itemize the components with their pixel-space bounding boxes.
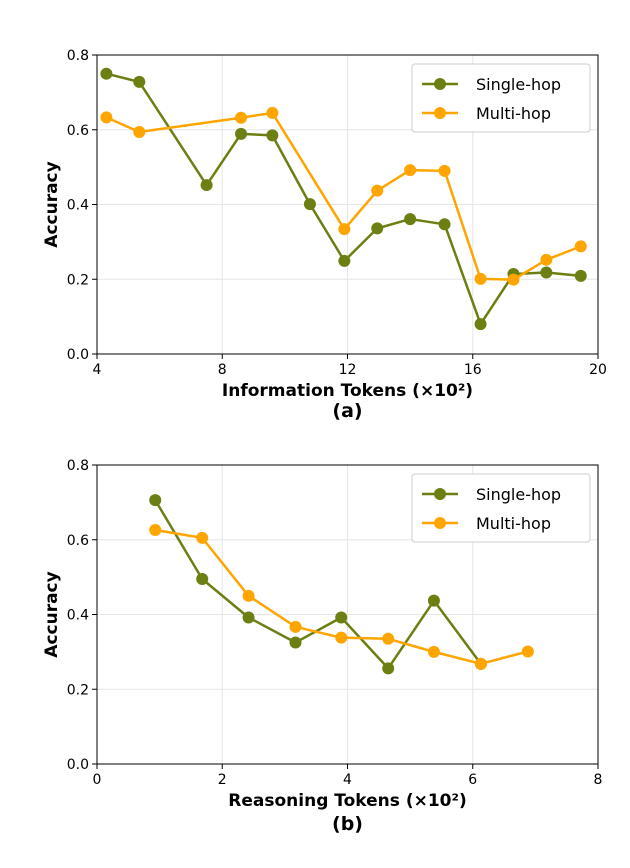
chart-a-y-axis-label: Accuracy [42, 161, 62, 247]
chart-b-point-multi-hop [242, 589, 255, 602]
chart-a-line-single-hop [106, 72, 581, 326]
chart-a-point-single-hop [404, 213, 417, 226]
chart-b-point-multi-hop [196, 531, 209, 544]
chart-a-point-single-hop [200, 179, 213, 192]
chart-a-y-tick-label: 0.4 [67, 198, 89, 214]
chart-a-x-tick-label: 12 [339, 362, 357, 378]
chart-a: 4 8 12 16 20 0.0 0.2 0.4 0.6 0.8 Information Token… [42, 48, 607, 422]
chart-a-point-single-hop [371, 222, 384, 235]
chart-b-legend-marker [434, 517, 446, 529]
chart-a-point-multi-hop [404, 164, 417, 177]
chart-b-line-single-hop [154, 499, 482, 670]
chart-b-point-single-hop [382, 662, 395, 675]
chart-b-x-axis-label: Reasoning Tokens (×10²) [228, 791, 466, 811]
chart-b-x-tick-label: 4 [343, 772, 352, 788]
chart-b-point-multi-hop [427, 645, 440, 658]
chart-a-point-multi-hop [133, 125, 146, 138]
chart-b-point-multi-hop [289, 620, 302, 633]
chart-b-y-axis-label: Accuracy [42, 571, 62, 657]
chart-b-legend-marker [434, 488, 446, 500]
chart-a-point-single-hop [303, 198, 316, 211]
chart-b-point-multi-hop [474, 657, 487, 670]
chart-a-y-tick-label: 0.0 [67, 347, 89, 363]
chart-b-x-tick-label: 2 [218, 772, 227, 788]
chart-b-point-single-hop [289, 636, 302, 649]
chart-b-point-single-hop [242, 611, 255, 624]
chart-a-point-multi-hop [574, 240, 587, 253]
chart-a-point-multi-hop [474, 272, 487, 285]
chart-a-x-axis-label: Information Tokens (×10²) [222, 381, 473, 401]
chart-a-legend-marker [434, 78, 446, 90]
chart-b-y-tick-label: 0.6 [67, 533, 89, 549]
chart-b-y-tick-label: 0.8 [67, 458, 89, 474]
chart-a-legend: Single-hop Multi-hop [411, 63, 591, 133]
chart-a-point-single-hop [100, 67, 113, 80]
chart-a-point-single-hop [574, 269, 587, 282]
chart-a-x-tick-label: 4 [93, 362, 102, 378]
chart-b: 0 2 4 6 8 0.0 0.2 0.4 0.6 0.8 Reasoning Tokens (×1… [42, 458, 602, 835]
chart-a-point-multi-hop [507, 273, 520, 286]
chart-b-y-tick-label: 0.2 [67, 682, 89, 698]
chart-a-point-multi-hop [438, 164, 451, 177]
chart-a-point-multi-hop [266, 106, 279, 119]
chart-a-point-multi-hop [235, 111, 248, 124]
chart-a-x-tick-label: 8 [218, 362, 227, 378]
chart-b-series-multi-hop [149, 524, 534, 670]
chart-b-y-tick-label: 0.0 [67, 757, 89, 773]
chart-b-caption: (b) [332, 813, 363, 835]
chart-b-legend-box [411, 473, 591, 543]
chart-b-y-tick-label: 0.4 [67, 608, 89, 624]
chart-a-point-single-hop [474, 318, 487, 331]
chart-a-y-tick-label: 0.8 [67, 48, 89, 64]
chart-b-point-single-hop [427, 594, 440, 607]
chart-a-x-tick-label: 16 [464, 362, 482, 378]
chart-b-point-multi-hop [335, 631, 348, 644]
chart-b-point-single-hop [196, 572, 209, 585]
chart-a-point-multi-hop [100, 111, 113, 124]
chart-b-x-tick-label: 0 [93, 772, 102, 788]
chart-a-y-tick-label: 0.2 [67, 272, 89, 288]
chart-b-legend-label: Multi-hop [476, 514, 551, 533]
chart-a-legend-marker [434, 107, 446, 119]
chart-a-series-multi-hop [100, 106, 587, 286]
chart-b-x-tick-label: 6 [468, 772, 477, 788]
chart-a-point-multi-hop [540, 253, 553, 266]
chart-b-point-multi-hop [149, 524, 162, 537]
chart-a-point-single-hop [235, 127, 248, 140]
chart-a-point-single-hop [540, 266, 553, 279]
chart-b-legend-label: Single-hop [476, 485, 561, 504]
chart-a-y-tick-label: 0.6 [67, 123, 89, 139]
chart-a-legend-label: Multi-hop [476, 104, 551, 123]
chart-b-legend: Single-hop Multi-hop [411, 473, 591, 543]
chart-a-legend-label: Single-hop [476, 75, 561, 94]
chart-a-line-multi-hop [105, 111, 582, 281]
chart-b-x-tick-label: 8 [594, 772, 603, 788]
chart-b-point-single-hop [149, 494, 162, 507]
chart-a-legend-box [411, 63, 591, 133]
chart-b-series-single-hop [149, 494, 487, 675]
chart-b-point-single-hop [335, 611, 348, 624]
chart-a-point-multi-hop [338, 223, 351, 236]
chart-a-point-single-hop [133, 75, 146, 88]
chart-b-line-multi-hop [155, 528, 529, 666]
chart-a-x-tick-label: 20 [589, 362, 607, 378]
chart-b-point-multi-hop [382, 632, 395, 645]
chart-a-series-single-hop [100, 67, 587, 331]
chart-a-point-single-hop [338, 254, 351, 267]
chart-a-caption: (a) [332, 400, 362, 422]
chart-a-point-multi-hop [371, 184, 384, 197]
chart-a-point-single-hop [438, 218, 451, 231]
chart-a-point-single-hop [266, 129, 279, 142]
chart-b-point-multi-hop [521, 645, 534, 658]
